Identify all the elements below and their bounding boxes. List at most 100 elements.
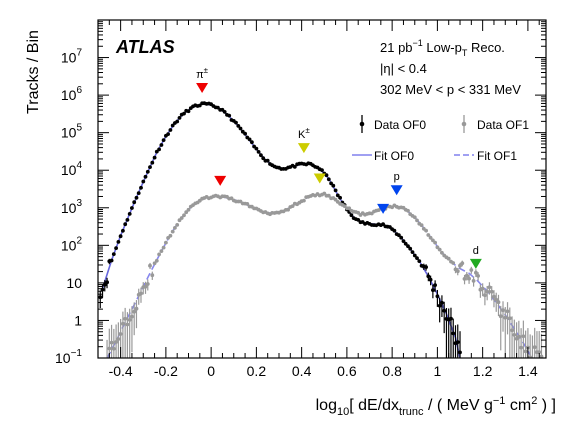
x-tick-label: 0.8 bbox=[382, 363, 402, 379]
data-point-data-of1 bbox=[290, 204, 295, 209]
data-point-data-of1 bbox=[426, 233, 431, 237]
y-tick-label-exp: 4 bbox=[76, 160, 82, 171]
peak-label-0: π± bbox=[196, 66, 209, 81]
data-point-data-of1 bbox=[519, 345, 523, 350]
data-point-data-of0 bbox=[243, 131, 248, 136]
legend-label-fit-of1: Fit OF1 bbox=[477, 149, 517, 163]
y-tick-label: 1 bbox=[74, 312, 82, 328]
annotation-momentum: 302 MeV < p < 331 MeV bbox=[380, 82, 521, 97]
data-point-data-of0 bbox=[166, 132, 171, 137]
data-point-data-of1 bbox=[532, 345, 537, 350]
data-point-data-of1 bbox=[428, 235, 433, 240]
data-point-data-of1 bbox=[494, 297, 499, 302]
data-point-data-of1 bbox=[406, 208, 410, 213]
data-point-data-of0 bbox=[234, 120, 238, 125]
x-tick-label: 1.4 bbox=[518, 363, 538, 379]
data-point-data-of0 bbox=[186, 109, 191, 114]
data-point-data-of0 bbox=[410, 250, 415, 255]
data-point-data-of0 bbox=[150, 160, 155, 165]
data-point-data-of0 bbox=[401, 239, 406, 244]
y-tick-label: 102 bbox=[61, 235, 83, 253]
data-point-data-of0 bbox=[458, 350, 462, 355]
x-tick-label: 0.6 bbox=[337, 363, 357, 379]
data-point-data-of0 bbox=[134, 195, 139, 200]
plot-frame bbox=[97, 19, 547, 359]
data-point-data-of1 bbox=[302, 198, 306, 203]
data-point-data-of1 bbox=[412, 215, 417, 220]
data-point-data-of0 bbox=[261, 156, 266, 161]
x-tick-label: 0.2 bbox=[247, 363, 267, 379]
data-point-data-of1 bbox=[245, 202, 250, 206]
data-point-data-of0 bbox=[216, 105, 220, 110]
x-tick-label: 0 bbox=[207, 363, 215, 379]
data-point-data-of1 bbox=[476, 274, 480, 278]
data-point-data-of0 bbox=[148, 165, 152, 170]
data-point-data-of1 bbox=[462, 277, 467, 281]
data-point-data-of1 bbox=[326, 193, 331, 198]
data-point-data-of1 bbox=[505, 309, 510, 314]
data-point-data-of0 bbox=[431, 288, 435, 292]
y-axis-label: Tracks / Bin bbox=[25, 30, 42, 114]
x-tick-label: 1.2 bbox=[473, 363, 493, 379]
data-point-data-of0 bbox=[145, 169, 150, 174]
data-point-data-of0 bbox=[118, 234, 123, 239]
data-point-data-of0 bbox=[437, 303, 442, 308]
data-point-data-of1 bbox=[152, 261, 157, 266]
y-tick-label: 106 bbox=[61, 85, 83, 103]
data-point-data-of1 bbox=[492, 294, 496, 299]
data-point-data-of0 bbox=[349, 213, 354, 218]
data-point-data-of0 bbox=[132, 200, 137, 205]
data-point-data-of1 bbox=[168, 233, 173, 238]
y-tick-label-exp: 3 bbox=[76, 198, 82, 209]
data-point-data-of1 bbox=[154, 258, 159, 263]
data-point-data-of1 bbox=[164, 240, 168, 245]
data-point-data-of1 bbox=[483, 293, 487, 298]
data-point-data-of1 bbox=[150, 273, 155, 278]
data-point-data-of0 bbox=[320, 168, 324, 173]
peak-label-sup-0: ± bbox=[204, 66, 209, 75]
x-tick-label: -0.4 bbox=[109, 363, 133, 379]
data-point-data-of1 bbox=[116, 337, 121, 341]
data-point-data-of1 bbox=[516, 334, 521, 339]
data-point-data-of1 bbox=[145, 282, 150, 286]
data-point-data-of1 bbox=[182, 213, 186, 218]
data-point-data-of1 bbox=[130, 314, 134, 319]
data-point-data-of1 bbox=[419, 223, 424, 228]
data-point-data-of1 bbox=[114, 340, 118, 344]
data-point-data-of0 bbox=[177, 116, 182, 120]
data-point-data-of0 bbox=[331, 183, 336, 188]
data-point-data-of1 bbox=[186, 207, 191, 212]
data-point-data-of1 bbox=[480, 286, 485, 291]
legend: Data OF0 Data OF1 Fit OF0 Fit OF1 bbox=[352, 115, 529, 163]
peak-marker-3 bbox=[214, 175, 227, 186]
data-point-data-of1 bbox=[123, 316, 128, 321]
data-point-data-of1 bbox=[474, 270, 478, 275]
data-point-data-of0 bbox=[392, 228, 397, 233]
data-point-data-of0 bbox=[116, 240, 121, 244]
data-point-data-of0 bbox=[123, 222, 128, 227]
data-point-data-of1 bbox=[179, 216, 184, 220]
data-point-data-of0 bbox=[440, 300, 444, 305]
data-point-data-of1 bbox=[485, 289, 490, 294]
data-point-data-of0 bbox=[326, 177, 331, 182]
peak-marker-6 bbox=[469, 258, 482, 269]
y-tick-label: 103 bbox=[61, 198, 83, 216]
data-point-data-of1 bbox=[471, 279, 476, 283]
data-point-data-of0 bbox=[256, 150, 261, 154]
annotation-luminosity: 21 pb−1 Low-pT Reco. bbox=[380, 38, 505, 58]
data-point-data-of1 bbox=[512, 333, 517, 337]
data-point-data-of1 bbox=[139, 291, 143, 296]
data-point-data-of0 bbox=[397, 233, 401, 238]
x-tick-label: 0.4 bbox=[292, 363, 312, 379]
data-point-data-of0 bbox=[417, 259, 422, 263]
data-point-data-of0 bbox=[222, 110, 227, 114]
y-tick-label-exp: 6 bbox=[76, 85, 82, 96]
data-point-data-of0 bbox=[335, 193, 340, 198]
peak-marker-0 bbox=[196, 82, 209, 93]
data-point-data-of1 bbox=[487, 285, 492, 290]
legend-marker-data-of1 bbox=[461, 115, 467, 133]
data-point-data-of0 bbox=[168, 128, 173, 132]
data-point-data-of0 bbox=[141, 179, 146, 184]
data-point-data-of1 bbox=[127, 318, 132, 322]
